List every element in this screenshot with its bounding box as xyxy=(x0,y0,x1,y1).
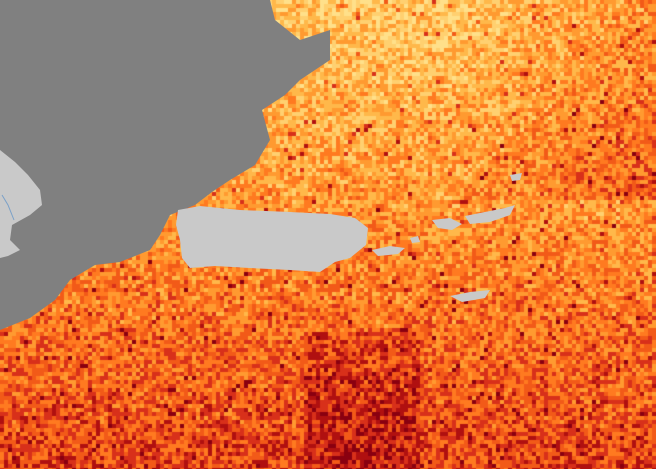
no-data-patch xyxy=(120,0,175,30)
vieques-island xyxy=(372,246,405,256)
hispaniola-land xyxy=(0,150,42,258)
st-croix-island xyxy=(450,290,490,302)
virgin-islands-east xyxy=(465,205,515,224)
puerto-rico-land xyxy=(176,206,368,272)
river-line xyxy=(1,194,15,221)
virgin-islands-west xyxy=(432,218,462,230)
culebra-island xyxy=(410,236,420,243)
anegada-island xyxy=(510,173,522,181)
no-data-region xyxy=(0,0,330,330)
